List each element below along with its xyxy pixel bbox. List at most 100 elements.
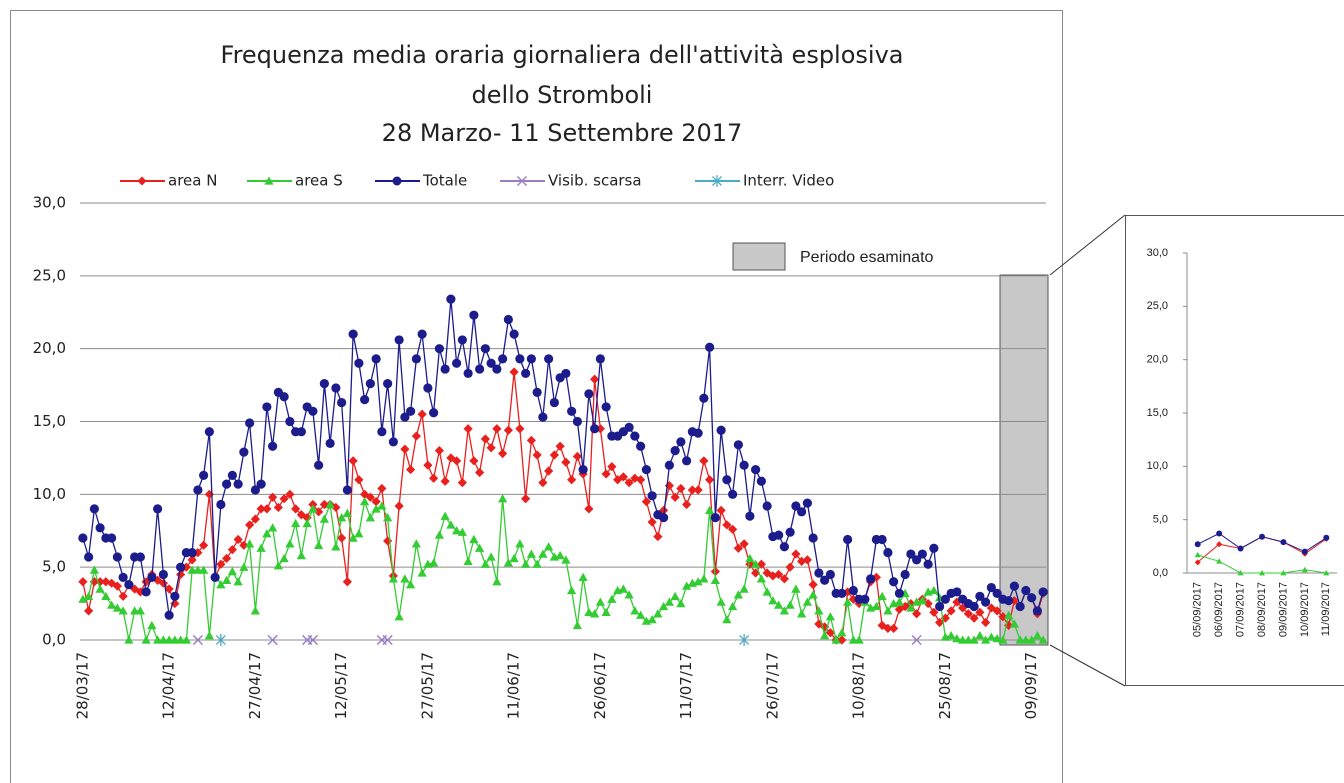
marker xyxy=(434,344,444,354)
marker xyxy=(400,444,410,454)
marker xyxy=(400,412,410,422)
main-plot: 0,0 5,0 10,0 15,0 20,0 25,0 30,0 28/03/17 12/04/… xyxy=(33,172,1048,719)
marker xyxy=(411,539,421,548)
marker xyxy=(929,607,939,617)
marker xyxy=(705,505,715,515)
marker xyxy=(630,606,640,615)
marker xyxy=(486,358,496,368)
inset-frame xyxy=(1125,215,1344,686)
marker xyxy=(1259,570,1265,576)
marker xyxy=(434,530,444,539)
chart-title: dello Stromboli xyxy=(472,81,653,109)
marker xyxy=(670,591,680,600)
marker xyxy=(797,609,807,618)
marker xyxy=(279,553,289,563)
marker xyxy=(158,578,168,588)
marker xyxy=(894,588,904,598)
marker xyxy=(705,475,715,485)
marker xyxy=(607,594,617,603)
chart-title: 28 Marzo- 11 Settembre 2017 xyxy=(382,119,743,147)
marker xyxy=(314,460,324,470)
marker xyxy=(89,504,99,514)
marker xyxy=(440,476,450,486)
marker xyxy=(107,578,117,588)
marker xyxy=(371,504,381,513)
marker xyxy=(728,601,738,611)
marker xyxy=(699,574,709,583)
marker xyxy=(383,513,393,522)
marker xyxy=(1216,530,1223,537)
marker xyxy=(446,520,456,529)
marker xyxy=(354,475,364,485)
marker xyxy=(998,612,1008,622)
marker xyxy=(722,615,732,624)
marker xyxy=(371,354,381,364)
y-tick-label: 25,0 xyxy=(1147,300,1168,312)
marker xyxy=(883,623,893,633)
marker xyxy=(382,634,393,646)
marker xyxy=(371,497,381,507)
marker xyxy=(526,354,536,364)
y-tick-label: 5,0 xyxy=(1153,514,1168,526)
marker xyxy=(664,597,674,606)
marker xyxy=(762,587,772,596)
marker xyxy=(118,572,128,582)
marker xyxy=(929,585,939,595)
marker xyxy=(273,502,283,513)
legend-label: Visib. scarsa xyxy=(548,172,642,190)
marker xyxy=(331,383,341,393)
x-tick-label: 25/08/17 xyxy=(936,652,954,719)
marker xyxy=(354,358,364,368)
marker xyxy=(975,591,985,601)
x-tick-label: 26/06/17 xyxy=(591,652,609,719)
marker xyxy=(475,543,485,552)
marker xyxy=(532,559,542,568)
marker xyxy=(837,588,847,598)
marker xyxy=(515,424,525,434)
marker xyxy=(544,466,554,476)
marker xyxy=(986,603,996,613)
marker xyxy=(624,590,634,599)
marker xyxy=(521,494,531,504)
marker xyxy=(170,598,180,609)
marker xyxy=(89,565,99,574)
x-tick-label: 05/09/2017 xyxy=(1192,582,1204,637)
marker xyxy=(647,491,657,501)
marker xyxy=(843,597,853,606)
marker xyxy=(739,460,749,470)
marker xyxy=(785,562,795,572)
marker xyxy=(653,531,663,542)
x-tick-label: 11/07/17 xyxy=(677,652,695,719)
marker xyxy=(486,443,496,453)
marker xyxy=(406,464,416,475)
marker xyxy=(279,392,289,402)
marker xyxy=(693,577,703,586)
marker xyxy=(141,587,151,597)
marker xyxy=(739,634,750,646)
marker xyxy=(279,494,289,504)
inset-plot: 0,0 5,0 10,0 15,0 20,0 25,0 30,0 05/09/2017 06/0… xyxy=(1147,247,1337,637)
legend-marker xyxy=(712,175,722,187)
marker xyxy=(187,548,197,558)
marker xyxy=(687,485,697,495)
marker xyxy=(434,446,444,456)
marker xyxy=(262,529,272,538)
marker xyxy=(1323,534,1330,541)
marker xyxy=(797,556,807,566)
marker xyxy=(1038,635,1048,644)
marker xyxy=(785,527,795,537)
marker xyxy=(503,425,513,435)
marker xyxy=(245,539,255,548)
marker xyxy=(946,606,956,616)
legend-marker xyxy=(516,175,528,187)
marker xyxy=(452,456,462,466)
marker xyxy=(314,507,324,517)
marker xyxy=(733,440,743,450)
marker xyxy=(521,368,531,379)
marker xyxy=(319,514,329,523)
marker xyxy=(302,513,312,523)
marker xyxy=(480,559,490,568)
marker xyxy=(480,434,490,444)
marker xyxy=(515,539,525,548)
marker xyxy=(423,460,433,470)
